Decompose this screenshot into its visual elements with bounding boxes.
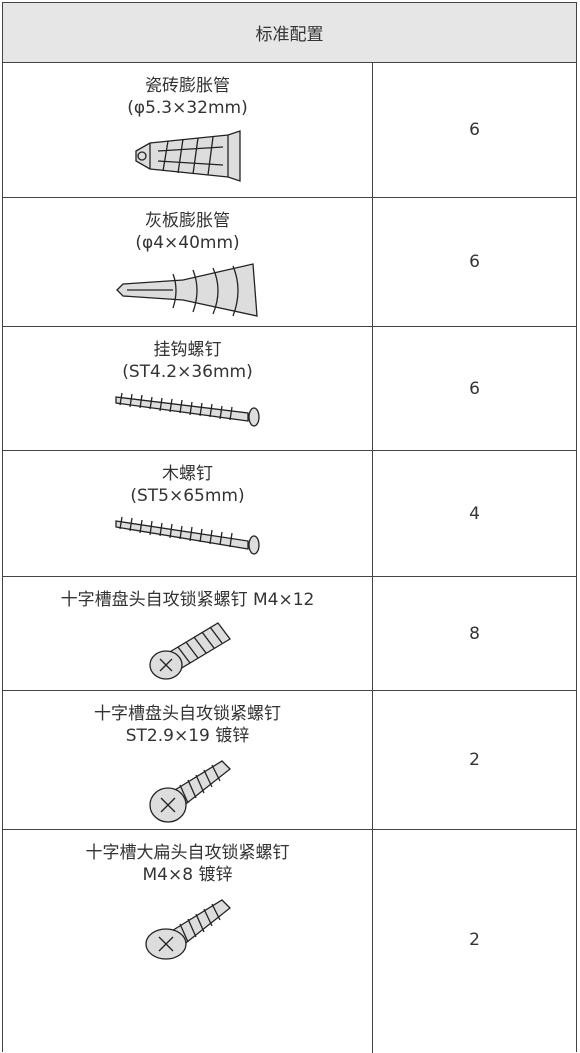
table-row: 挂钩螺钉 (ST4.2×36mm) 6 bbox=[3, 327, 576, 451]
header-title: 标准配置 bbox=[255, 25, 324, 45]
item-name: 木螺钉 bbox=[162, 464, 213, 484]
item-cell: 瓷砖膨胀管 (φ5.3×32mm) bbox=[3, 63, 373, 197]
item-cell: 十字槽盘头自攻锁紧螺钉 M4×12 bbox=[3, 577, 373, 690]
table-row: 十字槽盘头自攻锁紧螺钉 M4×12 8 bbox=[3, 577, 576, 691]
item-cell: 木螺钉 (ST5×65mm) bbox=[3, 451, 373, 576]
table-row: 瓷砖膨胀管 (φ5.3×32mm) 6 bbox=[3, 63, 576, 198]
item-name: 挂钩螺钉 bbox=[153, 340, 222, 360]
table-row: 十字槽大扁头自攻锁紧螺钉 M4×8 镀锌 2 bbox=[3, 830, 576, 1053]
item-name: 瓷砖膨胀管 bbox=[145, 76, 230, 96]
item-cell: 挂钩螺钉 (ST4.2×36mm) bbox=[3, 327, 373, 450]
tapping-screw-icon bbox=[144, 899, 231, 960]
quantity: 6 bbox=[469, 120, 480, 140]
item-name: 十字槽盘头自攻锁紧螺钉 bbox=[94, 704, 281, 724]
quantity: 2 bbox=[469, 930, 480, 950]
item-name: 十字槽大扁头自攻锁紧螺钉 bbox=[85, 843, 290, 863]
item-spec: ST2.9×19 镀锌 bbox=[125, 726, 250, 746]
item-cell: 灰板膨胀管 (φ4×40mm) bbox=[3, 198, 373, 326]
quantity: 4 bbox=[469, 503, 480, 524]
quantity: 6 bbox=[469, 252, 480, 272]
screw-icon bbox=[114, 392, 260, 427]
table-header: 标准配置 bbox=[3, 3, 576, 63]
quantity-cell: 6 bbox=[373, 63, 576, 197]
table-row: 灰板膨胀管 (φ4×40mm) 6 bbox=[3, 198, 576, 327]
quantity-cell: 6 bbox=[373, 198, 576, 326]
item-spec: (φ4×40mm) bbox=[135, 233, 240, 253]
quantity: 2 bbox=[469, 750, 480, 770]
quantity: 8 bbox=[469, 623, 480, 644]
table-row: 木螺钉 (ST5×65mm) 4 bbox=[3, 451, 576, 577]
quantity-cell: 4 bbox=[373, 451, 576, 576]
item-cell: 十字槽盘头自攻锁紧螺钉 ST2.9×19 镀锌 bbox=[3, 691, 373, 829]
item-spec: (ST4.2×36mm) bbox=[122, 362, 253, 382]
screw-icon bbox=[114, 516, 260, 555]
tapping-screw-icon bbox=[148, 760, 231, 823]
quantity-cell: 2 bbox=[373, 691, 576, 829]
quantity-cell: 8 bbox=[373, 577, 576, 690]
item-spec: (φ5.3×32mm) bbox=[127, 98, 248, 118]
machine-screw-icon bbox=[148, 622, 231, 680]
quantity-cell: 2 bbox=[373, 830, 576, 1053]
item-name: 十字槽盘头自攻锁紧螺钉 M4×12 bbox=[60, 590, 315, 610]
item-spec: M4×8 镀锌 bbox=[142, 865, 233, 885]
item-cell: 十字槽大扁头自攻锁紧螺钉 M4×8 镀锌 bbox=[3, 830, 373, 1053]
item-spec: (ST5×65mm) bbox=[130, 486, 245, 506]
quantity-cell: 6 bbox=[373, 327, 576, 450]
quantity: 6 bbox=[469, 378, 480, 399]
item-name: 灰板膨胀管 bbox=[145, 211, 230, 231]
anchor-icon bbox=[115, 263, 258, 317]
anchor-icon bbox=[134, 130, 241, 182]
table-row: 十字槽盘头自攻锁紧螺钉 ST2.9×19 镀锌 2 bbox=[3, 691, 576, 830]
